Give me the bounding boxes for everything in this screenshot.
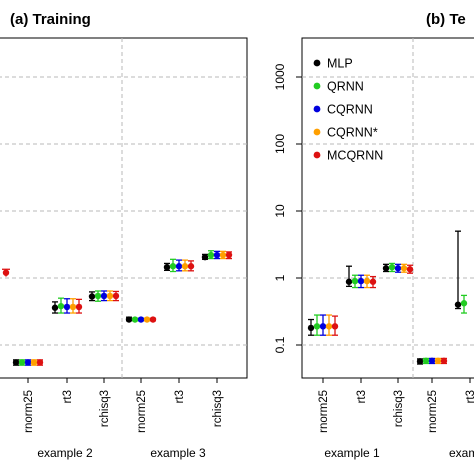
y-tick-label: 1 bbox=[273, 274, 287, 281]
category-labels-training: rnorm25 rt3 rchisq3 rnorm25 rt3 rchisq3 bbox=[23, 378, 224, 433]
data-point-testing bbox=[331, 323, 339, 330]
data-point-training bbox=[75, 303, 83, 311]
marks-testing bbox=[307, 230, 468, 365]
category-label-testing: rt3 bbox=[356, 390, 368, 403]
gridlines-testing bbox=[302, 38, 474, 378]
y-tick-label: 0.1 bbox=[273, 336, 287, 353]
data-point-training bbox=[149, 316, 157, 323]
category-label-testing: rnorm25 bbox=[427, 390, 439, 433]
data-point-testing bbox=[345, 278, 353, 285]
marks-training bbox=[2, 250, 233, 366]
legend-marker bbox=[313, 128, 321, 136]
data-point-testing bbox=[313, 323, 321, 330]
legend-label: MLP bbox=[327, 57, 353, 71]
legend-label: QRNN bbox=[327, 80, 364, 94]
legend-marker bbox=[313, 82, 321, 90]
data-point-training bbox=[94, 292, 102, 300]
data-point-testing bbox=[422, 357, 430, 365]
data-point-training bbox=[181, 263, 189, 270]
category-label-training: rnorm25 bbox=[23, 390, 35, 433]
category-label-training: rt3 bbox=[174, 390, 186, 403]
category-label-testing: rt3 bbox=[465, 390, 474, 403]
legend-label: CQRNN bbox=[327, 103, 373, 117]
data-point-testing bbox=[351, 277, 359, 285]
y-tick-label: 100 bbox=[273, 134, 287, 154]
data-point-training bbox=[18, 359, 26, 366]
group-label-example-2: example 2 bbox=[37, 446, 93, 460]
panel-title-training: (a) Training bbox=[10, 11, 91, 28]
data-point-testing bbox=[428, 357, 436, 365]
data-point-training bbox=[169, 263, 177, 270]
data-point-testing bbox=[307, 324, 315, 332]
data-point-training bbox=[88, 293, 96, 300]
y-tick-label: 10 bbox=[273, 204, 287, 218]
data-point-training bbox=[106, 292, 114, 300]
group-label-example-1: example 1 bbox=[324, 446, 380, 460]
data-point-training bbox=[175, 263, 183, 270]
data-point-testing bbox=[388, 263, 396, 271]
data-point-training bbox=[112, 292, 120, 300]
data-point-training bbox=[125, 316, 133, 323]
data-point-training bbox=[219, 251, 227, 259]
data-point-testing bbox=[363, 277, 371, 285]
data-point-training bbox=[207, 251, 215, 259]
y-axis-testing: 0.1 1 10 100 1000 bbox=[273, 38, 303, 378]
data-point-training bbox=[201, 253, 209, 261]
data-point-testing bbox=[454, 301, 462, 308]
data-point-training bbox=[57, 302, 65, 310]
category-label-training: rt3 bbox=[62, 390, 74, 403]
data-point-training bbox=[51, 304, 59, 311]
data-point-training bbox=[24, 359, 32, 366]
gridlines-training bbox=[0, 38, 247, 378]
data-point-testing bbox=[369, 278, 377, 285]
data-point-training bbox=[30, 359, 38, 366]
group-label-example-3: example 3 bbox=[150, 446, 206, 460]
data-point-testing bbox=[460, 300, 468, 307]
category-label-training: rchisq3 bbox=[99, 390, 111, 427]
data-point-training bbox=[69, 303, 77, 311]
legend: MLP QRNN CQRNN CQRNN* MCQRNN bbox=[313, 57, 383, 163]
data-point-testing bbox=[406, 266, 414, 273]
data-point-testing bbox=[319, 323, 327, 330]
category-label-testing: rnorm25 bbox=[318, 390, 330, 433]
data-point-training bbox=[131, 316, 139, 323]
legend-marker bbox=[313, 59, 321, 67]
legend-marker bbox=[313, 105, 321, 113]
category-label-testing: rchisq3 bbox=[393, 390, 405, 427]
data-point-testing bbox=[382, 265, 390, 272]
data-point-testing bbox=[325, 323, 333, 330]
data-point-training bbox=[12, 359, 20, 366]
data-point-training bbox=[137, 316, 145, 323]
legend-marker bbox=[313, 151, 321, 159]
category-label-training: rchisq3 bbox=[212, 390, 224, 427]
data-point-training bbox=[63, 303, 71, 311]
panel-training: (a) Training rnorm25 rt3 rchisq3 rnorm25 rt3… bbox=[0, 11, 248, 460]
panel-title-testing: (b) Te bbox=[426, 11, 466, 28]
category-labels-testing: rnorm25 rt3 rchisq3 rnorm25 rt3 bbox=[318, 378, 474, 433]
data-point-training bbox=[100, 292, 108, 300]
data-point-testing bbox=[434, 357, 442, 365]
data-point-training bbox=[187, 263, 195, 270]
data-point-testing bbox=[416, 358, 424, 365]
legend-label: CQRNN* bbox=[327, 126, 378, 140]
data-point-training bbox=[36, 359, 44, 366]
data-point-training bbox=[143, 316, 151, 323]
data-point-training bbox=[163, 263, 171, 271]
legend-label: MCQRNN bbox=[327, 149, 383, 163]
data-point-testing bbox=[400, 265, 408, 272]
data-point-testing bbox=[357, 277, 365, 285]
category-label-training: rnorm25 bbox=[136, 390, 148, 433]
data-point-testing bbox=[394, 265, 402, 272]
group-label-example-partial: examp bbox=[449, 446, 474, 460]
data-point-testing bbox=[440, 357, 448, 365]
data-point-training bbox=[225, 251, 233, 259]
data-point-training bbox=[213, 251, 221, 259]
y-tick-label: 1000 bbox=[273, 63, 287, 90]
